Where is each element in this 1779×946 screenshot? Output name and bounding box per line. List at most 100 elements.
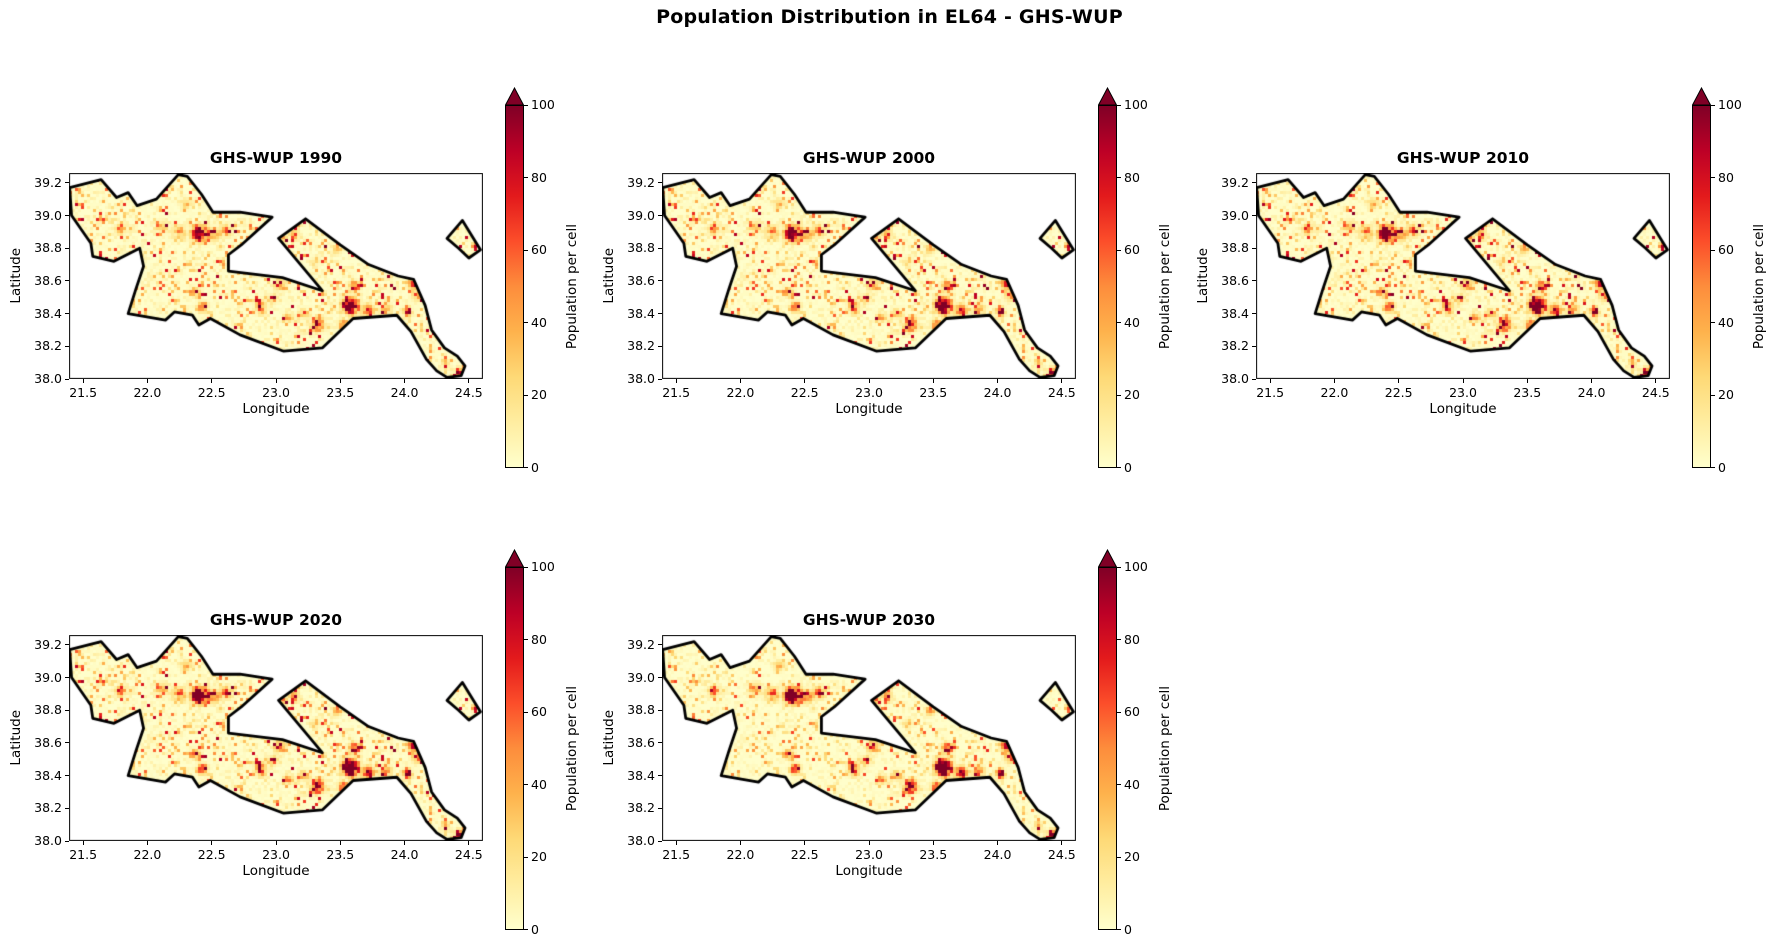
colorbar-tick (1117, 784, 1121, 786)
colorbar-tick (1117, 567, 1121, 568)
colorbar-tick-label: 100 (531, 97, 555, 112)
y-tick-label: 39.2 (627, 636, 655, 652)
colorbar-tick-label: 20 (1124, 387, 1140, 403)
x-tick-label: 23.5 (919, 385, 948, 400)
x-tick-label: 24.0 (390, 385, 419, 400)
x-tick (804, 379, 806, 383)
x-tick-label: 23.0 (262, 847, 290, 862)
colorbar-tick-label: 0 (531, 460, 539, 475)
x-tick (211, 841, 213, 845)
x-tick-label: 24.0 (1577, 385, 1606, 400)
y-axis-label: Latitude (601, 248, 617, 304)
x-tick (1061, 841, 1063, 845)
y-tick (658, 345, 662, 347)
colorbar-tick (1711, 177, 1715, 179)
x-tick-label: 22.5 (790, 385, 819, 400)
x-tick-label: 22.0 (1320, 385, 1349, 400)
colorbar-tick-label: 80 (531, 631, 547, 647)
x-tick (997, 841, 999, 845)
x-axis-label: Longitude (1429, 401, 1497, 417)
y-axis-label: Latitude (601, 710, 617, 766)
colorbar-tick-label: 60 (1718, 242, 1734, 258)
y-tick-label: 38.4 (627, 305, 655, 321)
extend-max-triangle-icon (1691, 86, 1712, 106)
x-tick-label: 22.5 (197, 385, 226, 400)
x-tick-label: 23.5 (919, 847, 948, 862)
colorbar-gradient-1990 (505, 105, 524, 468)
colorbar-label-wrap: Population per cell (559, 105, 585, 468)
y-tick (658, 677, 662, 678)
y-tick (658, 807, 662, 809)
y-tick (65, 742, 69, 744)
x-tick (339, 379, 341, 383)
colorbar-tick-label: 100 (1124, 559, 1148, 574)
y-tick-label: 38.4 (1221, 305, 1249, 321)
x-tick (932, 841, 934, 845)
y-axis-label-wrap: Latitude (1190, 173, 1216, 379)
y-tick-label: 38.8 (1221, 240, 1249, 256)
colorbar-tick (524, 784, 528, 786)
y-tick (1252, 182, 1256, 184)
colorbar-tick (1117, 322, 1121, 324)
y-tick (1252, 313, 1256, 315)
colorbar-label-wrap: Population per cell (1152, 105, 1178, 468)
colorbar-tick-label: 40 (1124, 776, 1140, 792)
x-tick-label: 22.0 (726, 847, 755, 862)
colorbar-gradient-2030 (1098, 567, 1117, 930)
y-tick (1252, 247, 1256, 249)
y-tick (65, 378, 69, 380)
x-tick-label: 23.5 (326, 385, 355, 400)
x-tick (1269, 379, 1271, 383)
colorbar-tick (1117, 177, 1121, 179)
y-tick (1252, 280, 1256, 282)
colorbar-tick-label: 80 (1124, 631, 1140, 647)
x-tick-label: 24.0 (983, 847, 1012, 862)
x-tick (275, 841, 277, 845)
colorbar-label: Population per cell (1157, 685, 1173, 812)
x-tick-label: 22.5 (790, 847, 819, 862)
y-tick (658, 182, 662, 184)
extend-max-triangle-icon (1097, 548, 1118, 568)
x-tick-label: 23.0 (262, 385, 290, 400)
colorbar-label: Population per cell (1751, 223, 1767, 350)
colorbar-tick-label: 100 (1124, 97, 1148, 112)
colorbar-tick (524, 105, 528, 106)
colorbar-tick (1117, 105, 1121, 106)
figure-title: Population Distribution in EL64 - GHS-WU… (656, 6, 1123, 28)
x-tick (1591, 379, 1593, 383)
colorbar-tick-label: 20 (1718, 387, 1734, 403)
x-tick (1462, 379, 1464, 383)
x-tick-label: 22.5 (197, 847, 226, 862)
subplot-title-2020: GHS-WUP 2020 (209, 611, 343, 629)
colorbar-tick (524, 467, 528, 468)
x-tick (997, 379, 999, 383)
x-tick (82, 379, 84, 383)
x-tick-label: 21.5 (662, 847, 691, 862)
colorbar-extend-arrow (1097, 86, 1118, 106)
y-tick-label: 38.8 (34, 240, 62, 256)
x-tick-label: 21.5 (1256, 385, 1285, 400)
x-tick (739, 379, 741, 383)
colorbar-tick-label: 60 (531, 242, 547, 258)
map-canvas-2000 (662, 173, 1076, 379)
y-axis-label: Latitude (8, 248, 24, 304)
y-tick-label: 38.8 (627, 702, 655, 718)
x-tick-label: 22.0 (726, 385, 755, 400)
colorbar-gradient-2020 (505, 567, 524, 930)
x-tick-label: 23.0 (855, 385, 883, 400)
colorbar-tick (1117, 711, 1121, 713)
y-tick-label: 38.6 (34, 734, 62, 750)
y-tick-label: 39.0 (1221, 207, 1249, 223)
y-tick-label: 38.2 (34, 800, 62, 816)
y-axis-label: Latitude (1195, 248, 1211, 304)
y-tick (65, 644, 69, 646)
colorbar-tick-label: 40 (1718, 314, 1734, 330)
y-axis-label-wrap: Latitude (596, 635, 622, 841)
y-tick-label: 38.6 (34, 272, 62, 288)
colorbar-tick (1117, 856, 1121, 858)
x-tick-label: 23.5 (326, 847, 355, 862)
y-tick (65, 709, 69, 711)
colorbar-tick-label: 0 (531, 922, 539, 937)
x-tick-label: 24.5 (1641, 385, 1670, 400)
